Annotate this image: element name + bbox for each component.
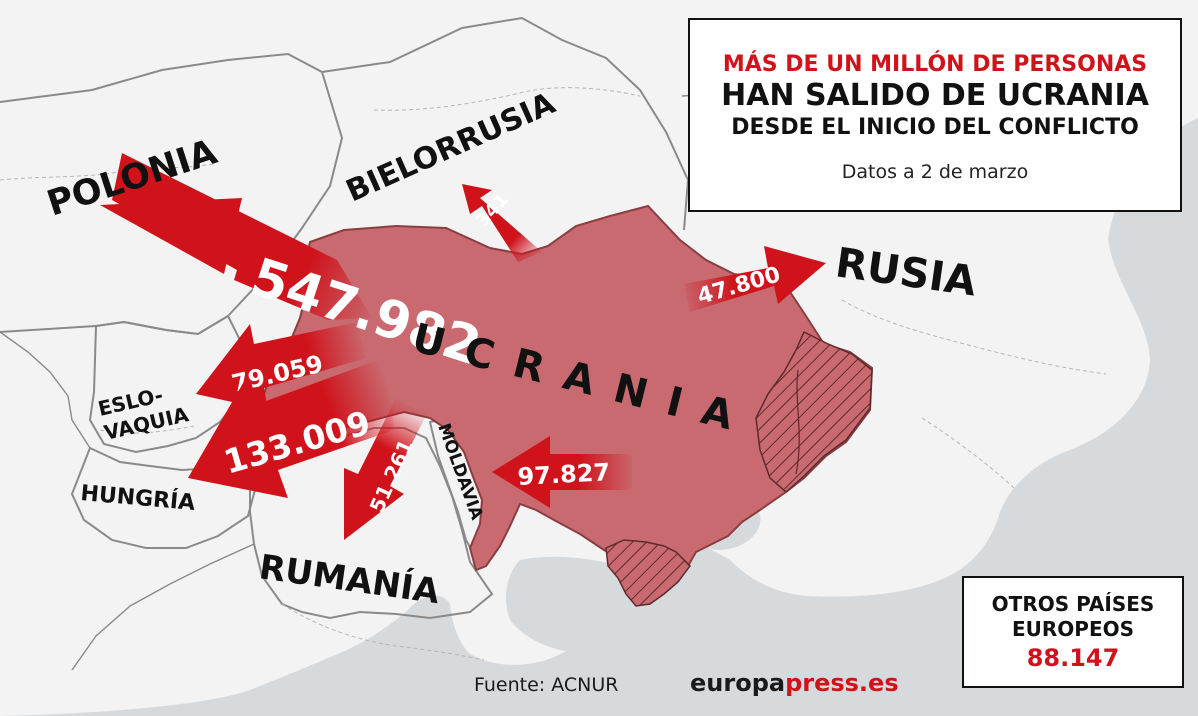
- region-border-russia: [841, 299, 1107, 375]
- brand-logo-part-1: europa: [690, 669, 786, 697]
- arrow-romania-shape: [344, 398, 428, 540]
- source-credit: Fuente: ACNUR: [474, 674, 619, 696]
- region-border-north: [0, 163, 215, 181]
- headline-line-2: HAN SALIDO DE UCRANIA: [721, 78, 1149, 113]
- belarus-border: [321, 16, 690, 231]
- arrow-russia-shape: [684, 246, 826, 312]
- other-countries-value: 88.147: [1026, 644, 1120, 672]
- arrow-slovakia-shape: [196, 322, 366, 410]
- occupied-east-hatched: [755, 330, 873, 493]
- arrow-poland-shape: [112, 153, 372, 320]
- other-countries-box: OTROS PAÍSES EUROPEOS 88.147: [962, 576, 1184, 688]
- other-countries-label-line-2: EUROPEOS: [1011, 617, 1135, 641]
- title-box: MÁS DE UN MILLÓN DE PERSONAS HAN SALIDO …: [688, 18, 1182, 212]
- headline-line-1: MÁS DE UN MILLÓN DE PERSONAS: [722, 52, 1148, 77]
- arrow-poland-head: [100, 198, 242, 274]
- west-border: [0, 331, 91, 449]
- headline-line-3: DESDE EL INICIO DEL CONFLICTO: [731, 115, 1139, 140]
- balkan-border: [71, 543, 255, 671]
- date-note: Datos a 2 de marzo: [841, 161, 1029, 183]
- arrow-belarus-shape: [462, 184, 542, 262]
- hungary-border: [70, 446, 258, 549]
- oblast-divider: [795, 369, 800, 475]
- region-border-south: [281, 603, 485, 661]
- crimea-hatched: [605, 539, 691, 607]
- arrow-hungary-shape: [188, 360, 394, 498]
- brand-logo-part-2: press.es: [785, 669, 899, 697]
- arrow-moldova: 97.827: [492, 436, 632, 508]
- arrow-moldova-value: 97.827: [517, 458, 611, 491]
- region-border-slovakia: [99, 425, 195, 434]
- arrow-moldova-shape: [492, 436, 632, 508]
- other-countries-label-line-1: OTROS PAÍSES: [991, 592, 1155, 616]
- brand-logo: europapress.es: [690, 669, 899, 697]
- region-border-east: [921, 417, 1015, 489]
